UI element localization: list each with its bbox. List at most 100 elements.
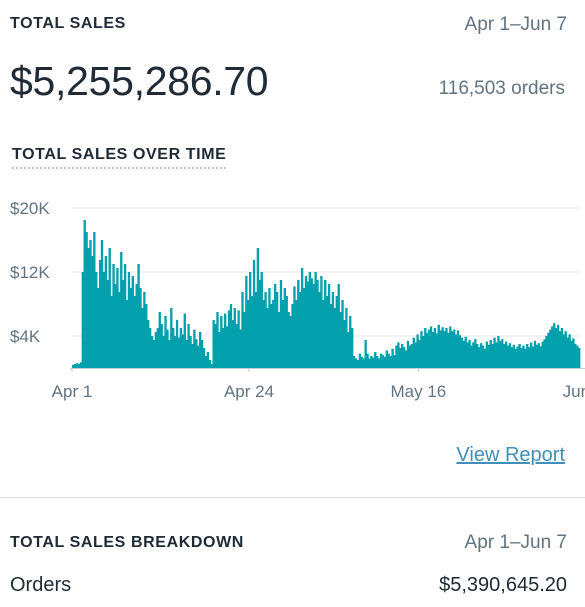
chart-bar — [518, 344, 521, 368]
chart-bar — [225, 326, 229, 368]
chart-bar — [127, 272, 131, 368]
chart-bar — [85, 232, 88, 368]
chart-bar — [451, 331, 454, 368]
chart-bar — [402, 347, 406, 368]
chart-bar — [424, 328, 427, 368]
chart-bar — [347, 332, 350, 368]
chart-bar — [460, 337, 464, 368]
chart-bar — [381, 355, 385, 368]
chart-bar — [299, 292, 302, 368]
chart-bar — [545, 336, 548, 368]
chart-bar — [212, 320, 215, 368]
chart-bar — [399, 348, 402, 368]
chart-bar — [164, 316, 167, 368]
chart-bar — [152, 340, 156, 368]
chart-bar — [193, 329, 196, 368]
chart-bar — [306, 281, 310, 368]
chart-bar — [220, 316, 223, 368]
chart-bar — [116, 268, 119, 368]
chart-bar — [181, 334, 184, 368]
chart-bar — [479, 343, 483, 368]
chart-bar — [210, 364, 213, 368]
breakdown-row-value: $5,390,645.20 — [439, 574, 567, 596]
chart-bar — [449, 326, 452, 368]
chart-bar — [489, 340, 492, 368]
chart-bar — [118, 292, 121, 368]
chart-bar — [283, 288, 286, 368]
chart-bar — [122, 280, 125, 368]
chart-bar — [173, 336, 177, 368]
chart-bar — [175, 320, 179, 368]
chart-bar — [393, 355, 396, 368]
chart-bar — [445, 328, 448, 368]
section-divider — [0, 497, 585, 498]
chart-bar — [183, 313, 186, 368]
chart-bar — [100, 240, 104, 368]
chart-bar — [139, 288, 142, 368]
chart-bar — [275, 292, 279, 368]
total-sales-title: TOTAL SALES — [10, 15, 126, 32]
chart-bar — [227, 310, 231, 368]
chart-bar — [499, 340, 502, 368]
chart-bar — [224, 313, 227, 368]
chart-bar — [262, 300, 265, 368]
x-tick-label: Jun — [563, 382, 585, 401]
chart-bar — [495, 342, 498, 368]
date-range-label[interactable]: Apr 1–Jun 7 — [464, 14, 567, 35]
chart-bar — [300, 268, 304, 368]
breakdown-row-label: Orders — [10, 574, 72, 596]
chart-bar — [483, 348, 487, 368]
chart-bar — [125, 300, 129, 368]
chart-bar — [123, 264, 127, 368]
chart-bar — [528, 347, 531, 368]
chart-bar — [81, 272, 84, 368]
chart-bar — [191, 344, 194, 368]
chart-bar — [108, 248, 111, 368]
chart-bar — [422, 336, 425, 368]
view-report-link[interactable]: View Report — [456, 444, 565, 466]
chart-bar — [331, 292, 335, 368]
breakdown-date-range[interactable]: Apr 1–Jun 7 — [464, 532, 567, 553]
chart-bar — [172, 328, 175, 368]
chart-bar — [206, 352, 210, 368]
chart-bar — [503, 344, 506, 368]
chart-bar — [327, 284, 331, 368]
chart-bar — [200, 340, 204, 368]
x-tick-label: May 16 — [390, 382, 446, 401]
chart-bar — [472, 342, 475, 368]
chart-bar — [529, 342, 533, 368]
chart-bar — [216, 312, 219, 368]
chart-bar — [516, 346, 519, 368]
chart-bar — [277, 312, 281, 368]
chart-bar — [443, 331, 446, 368]
chart-bar — [162, 336, 165, 368]
chart-bar — [543, 339, 546, 368]
chart-bar — [79, 362, 83, 368]
chart-bar — [345, 308, 348, 368]
chart-bar — [264, 292, 267, 368]
chart-bar — [268, 288, 271, 368]
chart-bar — [420, 331, 423, 368]
chart-bar — [229, 304, 233, 368]
chart-bar — [439, 330, 442, 368]
chart-bar — [241, 292, 244, 368]
chart-bar — [204, 356, 208, 368]
chart-bar — [256, 248, 260, 368]
chart-bar — [508, 343, 512, 368]
chart-bar — [83, 220, 86, 368]
chart-bars — [72, 220, 581, 368]
chart-bar — [391, 348, 394, 368]
chart-bar — [308, 272, 311, 368]
chart-bar — [414, 342, 417, 368]
chart-bar — [564, 331, 567, 368]
chart-bar — [406, 340, 410, 368]
sales-over-time-title[interactable]: TOTAL SALES OVER TIME — [12, 146, 227, 169]
chart-bar — [114, 284, 117, 368]
chart-bar — [453, 329, 456, 368]
chart-bar — [168, 340, 171, 368]
chart-bar — [295, 300, 298, 368]
chart-bar — [93, 232, 96, 368]
chart-bar — [326, 296, 329, 368]
chart-bar — [404, 350, 408, 368]
chart-bar — [554, 328, 558, 368]
